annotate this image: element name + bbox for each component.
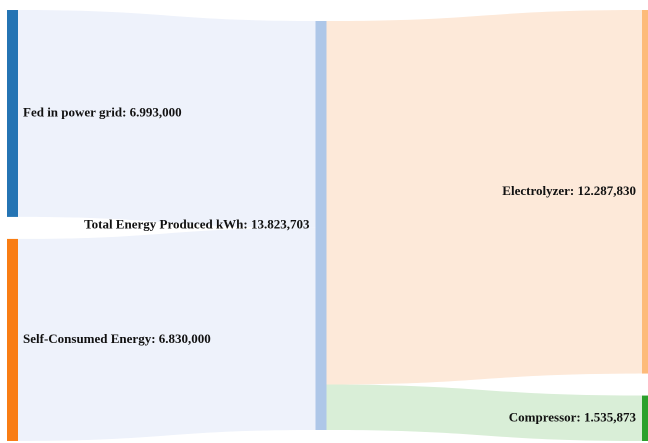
link [326, 10, 642, 385]
node-label: Total Energy Produced kWh: 13.823,703 [84, 216, 310, 231]
node-label: Fed in power grid: 6.993,000 [23, 104, 182, 119]
link [18, 10, 316, 228]
node-label: Compressor: 1.535,873 [509, 409, 637, 424]
node [315, 21, 327, 430]
node [642, 395, 648, 441]
node [642, 10, 648, 374]
node-label: Electrolyzer: 12.287,830 [502, 183, 636, 198]
link [18, 227, 316, 441]
link [326, 384, 642, 441]
node [7, 238, 18, 441]
node [7, 10, 18, 217]
node-label: Self-Consumed Energy: 6.830,000 [23, 331, 211, 346]
